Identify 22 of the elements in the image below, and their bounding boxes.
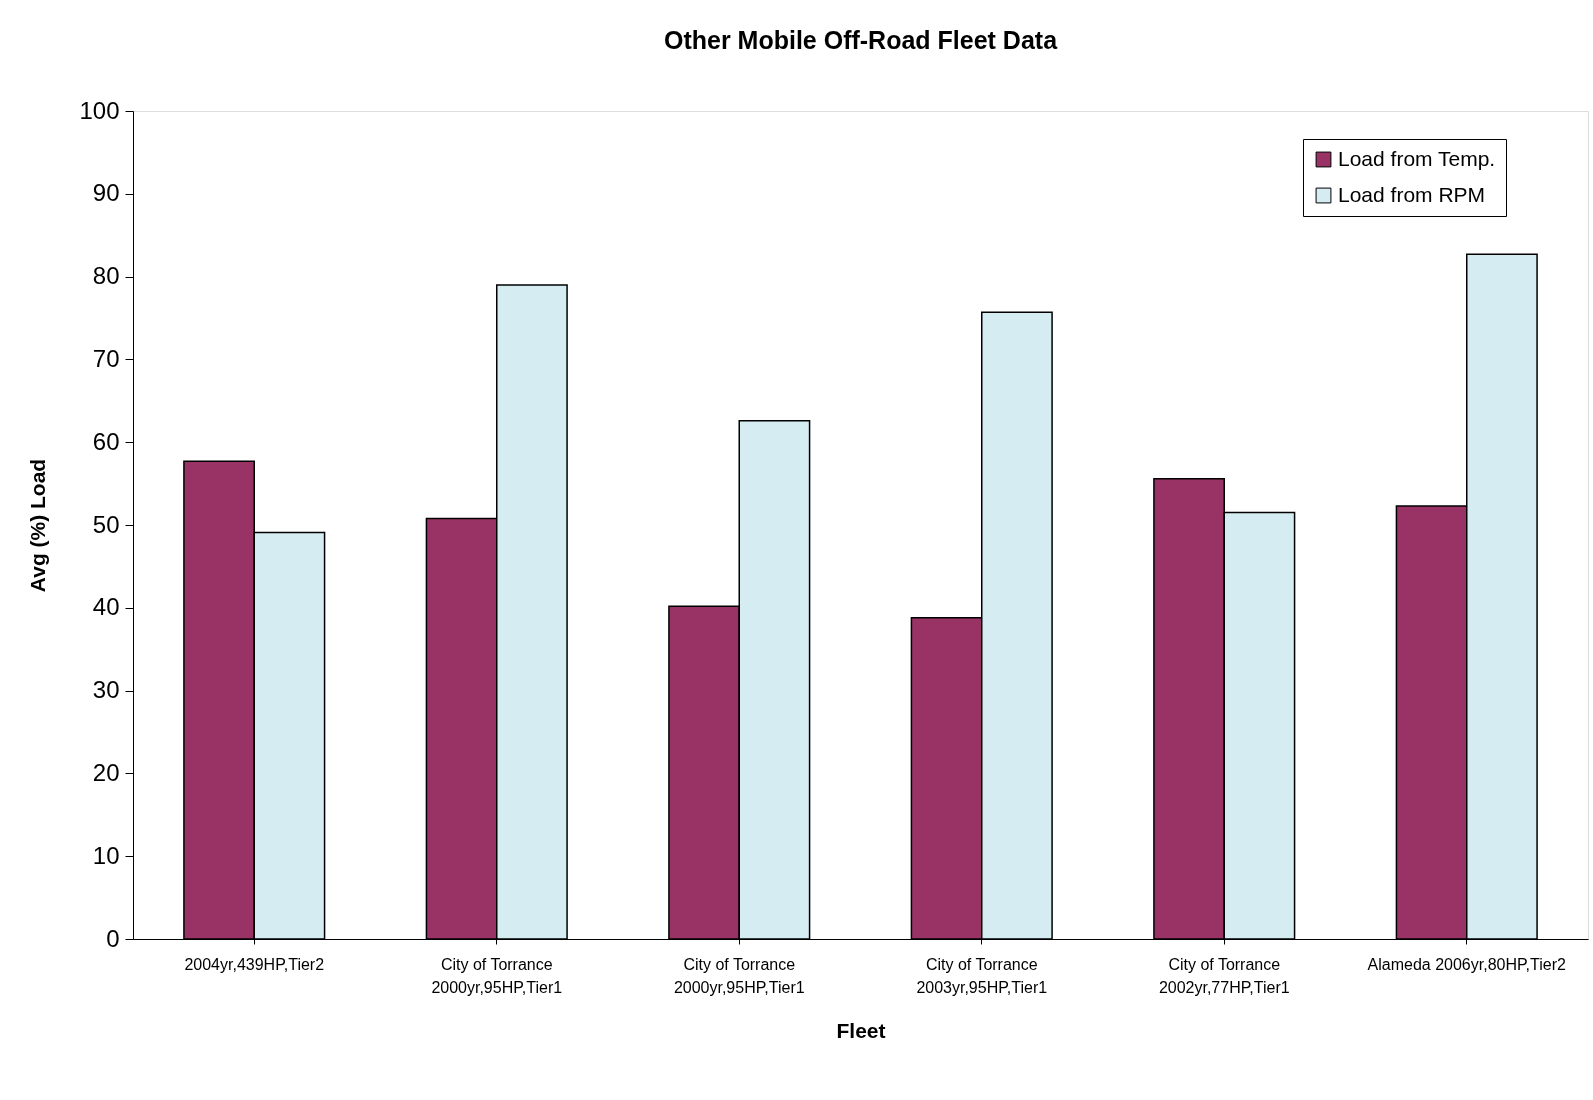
x-axis-title: Fleet xyxy=(836,1018,886,1042)
y-axis-title: Avg (%) Load xyxy=(26,458,50,593)
legend-label: Load from Temp. xyxy=(1338,146,1496,170)
y-tick-label: 0 xyxy=(106,924,120,952)
y-tick-label: 10 xyxy=(92,841,120,869)
y-tick-label: 60 xyxy=(92,427,120,455)
y-tick-label: 50 xyxy=(92,510,120,538)
y-tick-label: 90 xyxy=(92,179,120,207)
x-tick-label: City of Torrance 2000yr,95HP,Tier1 xyxy=(673,955,805,996)
y-tick-label: 70 xyxy=(92,344,120,372)
chart-title: Other Mobile Off-Road Fleet Data xyxy=(663,26,1059,54)
x-tick-label: City of Torrance 2003yr,95HP,Tier1 xyxy=(916,955,1048,996)
x-tick-label: 2004yr,439HP,Tier2 xyxy=(184,955,325,973)
y-tick-label: 80 xyxy=(92,262,120,290)
y-tick-label: 20 xyxy=(92,758,120,786)
x-tick-label: Alameda 2006yr,80HP,Tier2 xyxy=(1367,955,1567,973)
y-tick-label: 40 xyxy=(92,593,120,621)
x-tick-label: City of Torrance 2002yr,77HP,Tier1 xyxy=(1158,955,1290,996)
legend-label: Load from RPM xyxy=(1338,182,1486,206)
y-tick-label: 30 xyxy=(92,676,120,704)
y-tick-label: 100 xyxy=(79,96,120,124)
x-tick-label: City of Torrance 2000yr,95HP,Tier1 xyxy=(431,955,563,996)
